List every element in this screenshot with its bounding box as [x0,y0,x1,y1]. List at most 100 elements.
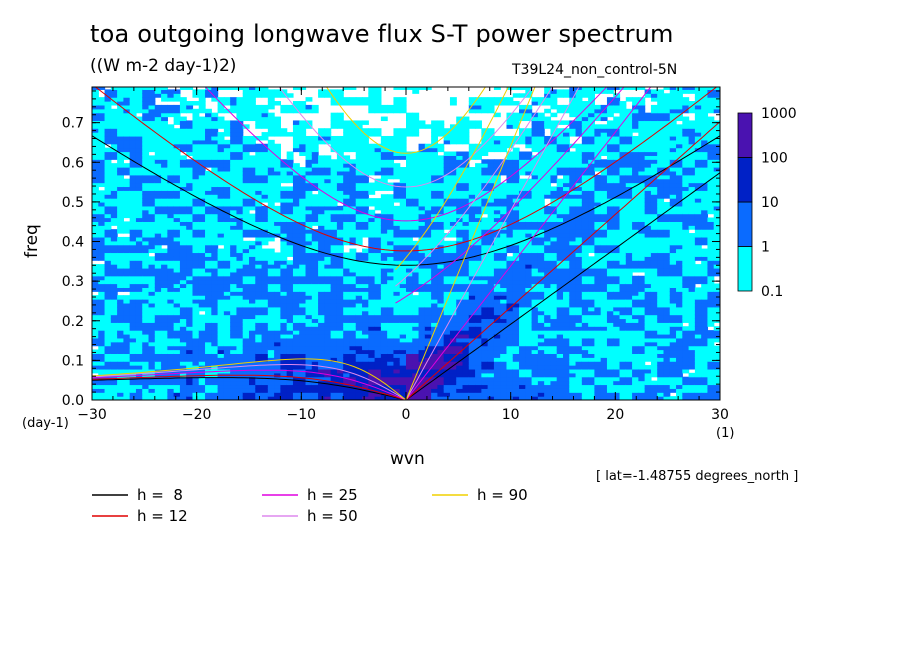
heatmap-cell [362,159,369,164]
heatmap-cell [412,384,420,389]
heatmap-cell [355,170,363,176]
heatmap-cell [424,151,432,156]
heatmap-cell [186,198,194,203]
heatmap-cell [249,143,256,149]
heatmap-cell [230,271,238,277]
heatmap-cell [104,104,112,110]
heatmap-cell [142,240,150,246]
heatmap-cell [468,330,476,335]
heatmap-cell [135,353,143,358]
heatmap-cell [123,365,131,370]
heatmap-cell [431,318,438,323]
heatmap-cell [305,275,313,281]
heatmap-cell [230,155,238,160]
heatmap-cell [305,279,313,285]
heatmap-cell [211,167,219,172]
heatmap-cell [123,368,131,374]
heatmap-cell [167,384,175,389]
heatmap-cell [343,178,351,184]
heatmap-cell [198,97,206,102]
heatmap-cell [437,201,445,207]
heatmap-cell [142,112,150,118]
heatmap-cell [167,353,175,358]
heatmap-cell [286,368,294,374]
heatmap-cell [161,233,168,238]
heatmap-cell [280,163,288,168]
heatmap-cell [475,201,482,207]
heatmap-cell [192,345,200,351]
heatmap-cell [230,174,238,180]
heatmap-cell [217,104,225,110]
heatmap-cell [261,167,269,172]
heatmap-cell [406,264,413,269]
heatmap-cell [318,217,325,222]
heatmap-cell [418,306,426,312]
heatmap-cell [343,299,351,304]
heatmap-cell [443,170,451,176]
heatmap-cell [449,267,457,273]
heatmap-cell [286,291,294,296]
heatmap-cell [223,201,231,207]
heatmap-cell [117,159,124,164]
heatmap-cell [387,174,395,180]
heatmap-cell [368,201,376,207]
heatmap-cell [324,384,332,389]
heatmap-cell [512,252,520,257]
heatmap-cell [449,310,457,316]
heatmap-cell [380,384,388,389]
heatmap-cell [336,217,344,222]
heatmap-cell [456,283,464,288]
heatmap-cell [186,217,194,222]
heatmap-cell [261,256,269,261]
heatmap-cell [267,112,275,118]
heatmap-cell [167,396,175,400]
heatmap-cell [274,128,281,133]
heatmap-cell [324,330,332,335]
heatmap-cell [387,151,395,156]
heatmap-cell [142,310,150,316]
heatmap-cell [236,236,244,242]
heatmap-cell [173,345,181,351]
heatmap-cell [249,147,256,153]
heatmap-cell [449,295,457,300]
heatmap-cell [330,190,338,195]
heatmap-cell [468,341,476,347]
heatmap-cell [493,275,501,281]
heatmap-cell [393,217,401,222]
heatmap-cell [449,287,457,292]
heatmap-cell [462,170,470,176]
heatmap-cell [374,143,382,149]
heatmap-cell [117,252,124,257]
heatmap-cell [443,128,451,133]
heatmap-cell [431,198,438,203]
heatmap-cell [437,267,445,273]
heatmap-cell [475,163,482,168]
heatmap-cell [249,295,256,300]
heatmap-cell [161,372,168,378]
heatmap-cell [368,380,376,386]
heatmap-cell [318,256,325,261]
heatmap-cell [406,380,413,386]
heatmap-cell [512,170,520,176]
heatmap-cell [173,392,181,397]
heatmap-cell [123,139,131,145]
heatmap-cell [129,264,137,269]
heatmap-cell [368,260,376,265]
heatmap-cell [261,233,269,238]
heatmap-cell [468,143,476,149]
heatmap-cell [117,182,124,188]
heatmap-cell [123,229,131,234]
heatmap-cell [412,267,420,273]
heatmap-cell [249,275,256,281]
heatmap-cell [512,248,520,254]
heatmap-cell [117,229,124,234]
x-axis-unit: (1) [716,426,735,441]
heatmap-cell [129,213,137,219]
heatmap-cell [305,264,313,269]
heatmap-cell [475,209,482,215]
heatmap-cell [123,170,131,176]
heatmap-cell [437,275,445,281]
heatmap-cell [292,326,300,331]
heatmap-cell [443,330,451,335]
heatmap-cell [274,330,281,335]
